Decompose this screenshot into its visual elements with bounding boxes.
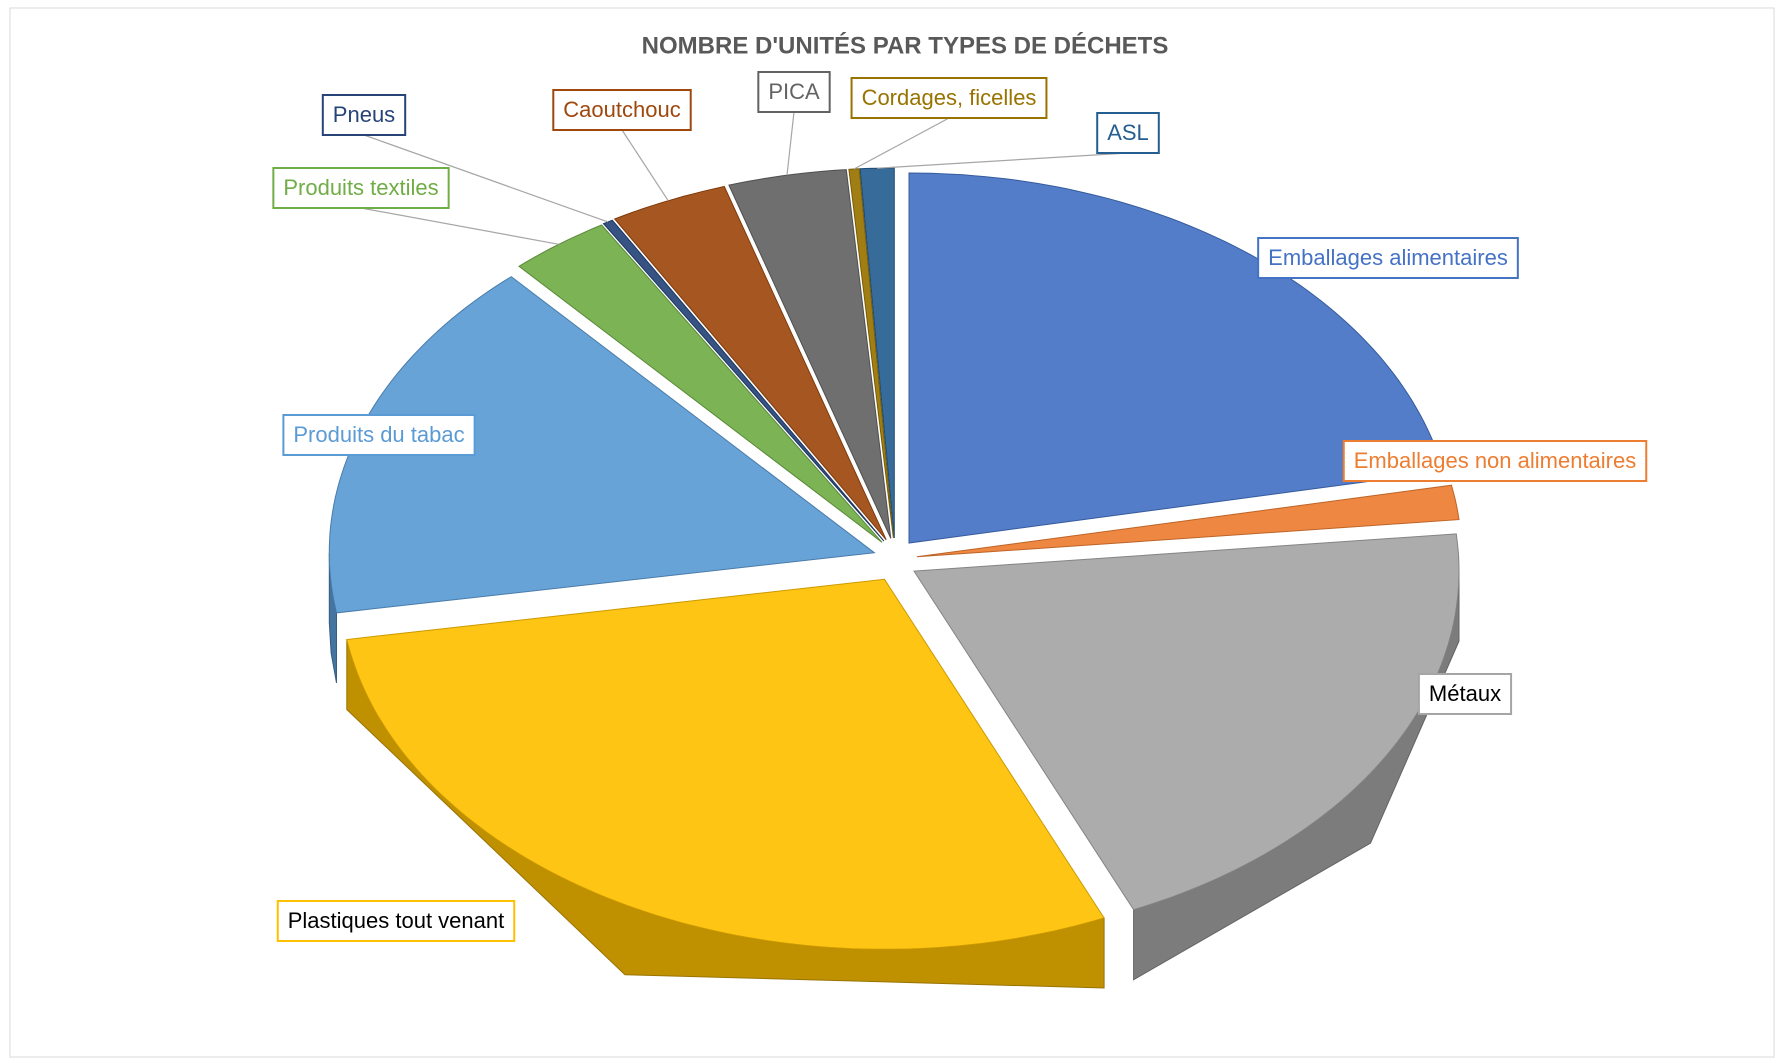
- data-label: Pneus: [333, 102, 395, 127]
- label-box: [757, 71, 831, 113]
- leader-line: [786, 111, 795, 176]
- data-label: Produits du tabac: [293, 422, 464, 447]
- label-box: [1257, 237, 1519, 279]
- data-label: PICA: [768, 79, 820, 104]
- data-label: Emballages non alimentaires: [1354, 448, 1637, 473]
- label-box: [282, 414, 476, 456]
- data-label: Emballages alimentaires: [1268, 245, 1508, 270]
- leader-line: [877, 152, 1129, 169]
- slice: [602, 219, 885, 542]
- slice: [728, 169, 892, 539]
- label-box: [552, 89, 692, 131]
- pie-tops: [328, 167, 1460, 950]
- label-box: [850, 77, 1048, 119]
- slice: [908, 172, 1445, 544]
- data-label: Produits textiles: [283, 175, 438, 200]
- data-label: Plastiques tout venant: [288, 908, 504, 933]
- data-label: Caoutchouc: [563, 97, 680, 122]
- leader-line: [360, 207, 559, 245]
- label-box: [276, 900, 516, 942]
- data-label: ASL: [1107, 120, 1149, 145]
- slice: [518, 224, 883, 543]
- leader-line: [621, 129, 669, 202]
- data-label: Cordages, ficelles: [862, 85, 1037, 110]
- chart-title: NOMBRE D'UNITÉS PAR TYPES DE DÉCHETS: [642, 31, 1169, 59]
- label-box: [272, 167, 450, 209]
- label-box: [1342, 440, 1648, 482]
- slice: [916, 484, 1460, 558]
- data-label: Métaux: [1429, 681, 1501, 706]
- slice: [346, 578, 1105, 950]
- label-box: [321, 94, 407, 136]
- label-box: [1096, 112, 1160, 154]
- slice: [613, 185, 887, 541]
- label-box: [1417, 673, 1513, 715]
- leader-line: [363, 134, 609, 223]
- slice: [913, 533, 1460, 911]
- leader-line: [853, 117, 950, 170]
